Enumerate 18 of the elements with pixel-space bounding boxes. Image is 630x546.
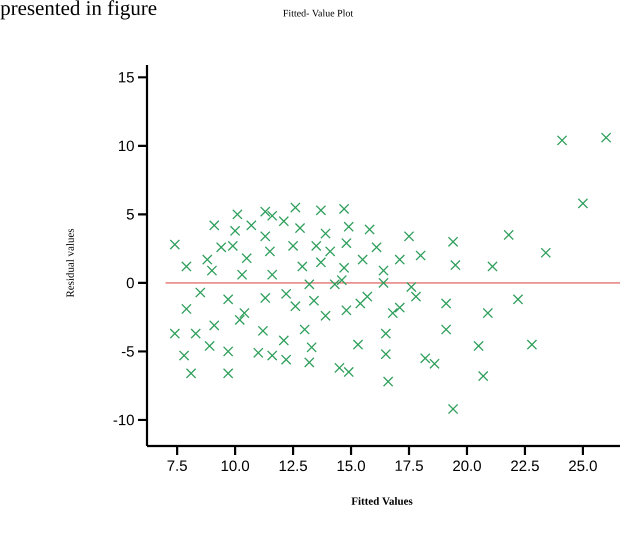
x-tick-label: 22.5 bbox=[511, 460, 539, 472]
x-tick-label: 20.0 bbox=[453, 460, 481, 472]
y-tick-label: 0 bbox=[126, 278, 134, 288]
x-tick-label: 17.5 bbox=[396, 460, 423, 471]
x-tick-label: 25.0 bbox=[569, 460, 597, 472]
x-axis-title: Fitted Values bbox=[351, 497, 412, 505]
y-tick-label: 10 bbox=[119, 140, 134, 152]
y-tick-label: 5 bbox=[126, 209, 134, 220]
y-tick-label: -5 bbox=[122, 346, 134, 357]
text: presented in figure bbox=[0, 0, 156, 20]
x-tick-label: 15.0 bbox=[338, 460, 365, 472]
y-axis-title: Residual values bbox=[66, 228, 74, 298]
x-tick-label: 10.0 bbox=[222, 460, 250, 472]
y-tick-label: -10 bbox=[114, 414, 134, 426]
x-tick-label: 7.5 bbox=[168, 460, 187, 471]
y-tick-label: 15 bbox=[119, 72, 134, 83]
chart-title: Fitted- Value Plot bbox=[283, 10, 354, 17]
x-tick-label: 12.5 bbox=[280, 460, 307, 472]
